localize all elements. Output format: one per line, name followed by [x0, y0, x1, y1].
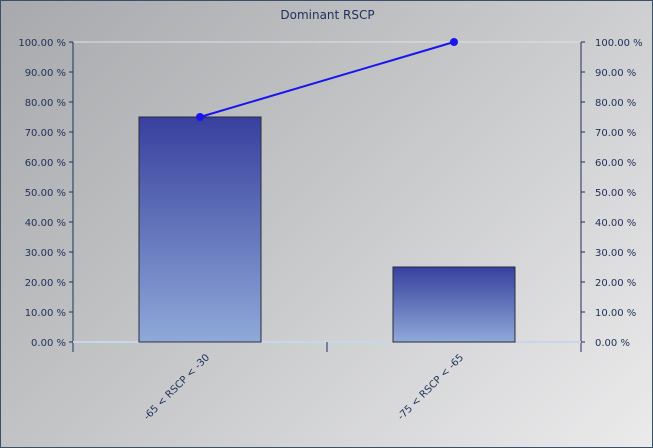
y-tick-label-left: 80.00 %: [25, 98, 66, 109]
y-tick-label-right: 20.00 %: [595, 278, 636, 289]
y-tick-label-left: 90.00 %: [25, 68, 66, 79]
y-tick-label-left: 50.00 %: [25, 188, 66, 199]
y-tick-label-left: 70.00 %: [25, 128, 66, 139]
series-line: [199, 41, 455, 118]
y-tick-label-right: 40.00 %: [595, 218, 636, 229]
y-tick-label-right: 60.00 %: [595, 158, 636, 169]
y-tick-label-left: 10.00 %: [25, 308, 66, 319]
y-tick-label-right: 90.00 %: [595, 68, 636, 79]
y-tick-label-left: 60.00 %: [25, 158, 66, 169]
chart-title: Dominant RSCP: [280, 8, 375, 22]
y-tick-label-left: 0.00 %: [31, 338, 66, 349]
y-tick-label-left: 40.00 %: [25, 218, 66, 229]
bar: [392, 266, 516, 343]
x-tick-label: -65 < RSCP < -30: [142, 352, 212, 422]
y-tick-label-right: 100.00 %: [595, 38, 643, 49]
y-tick-label-left: 30.00 %: [25, 248, 66, 259]
y-tick-label-left: 100.00 %: [18, 38, 66, 49]
y-tick-label-right: 50.00 %: [595, 188, 636, 199]
y-tick-label-right: 0.00 %: [595, 338, 630, 349]
line-point: [450, 38, 458, 46]
line-point: [196, 113, 204, 121]
y-tick-label-right: 80.00 %: [595, 98, 636, 109]
y-tick-label-right: 10.00 %: [595, 308, 636, 319]
y-tick-label-right: 70.00 %: [595, 128, 636, 139]
bar: [138, 116, 262, 343]
x-tick-label: -75 < RSCP < -65: [396, 352, 466, 422]
y-tick-label-left: 20.00 %: [25, 278, 66, 289]
y-tick-label-right: 30.00 %: [595, 248, 636, 259]
